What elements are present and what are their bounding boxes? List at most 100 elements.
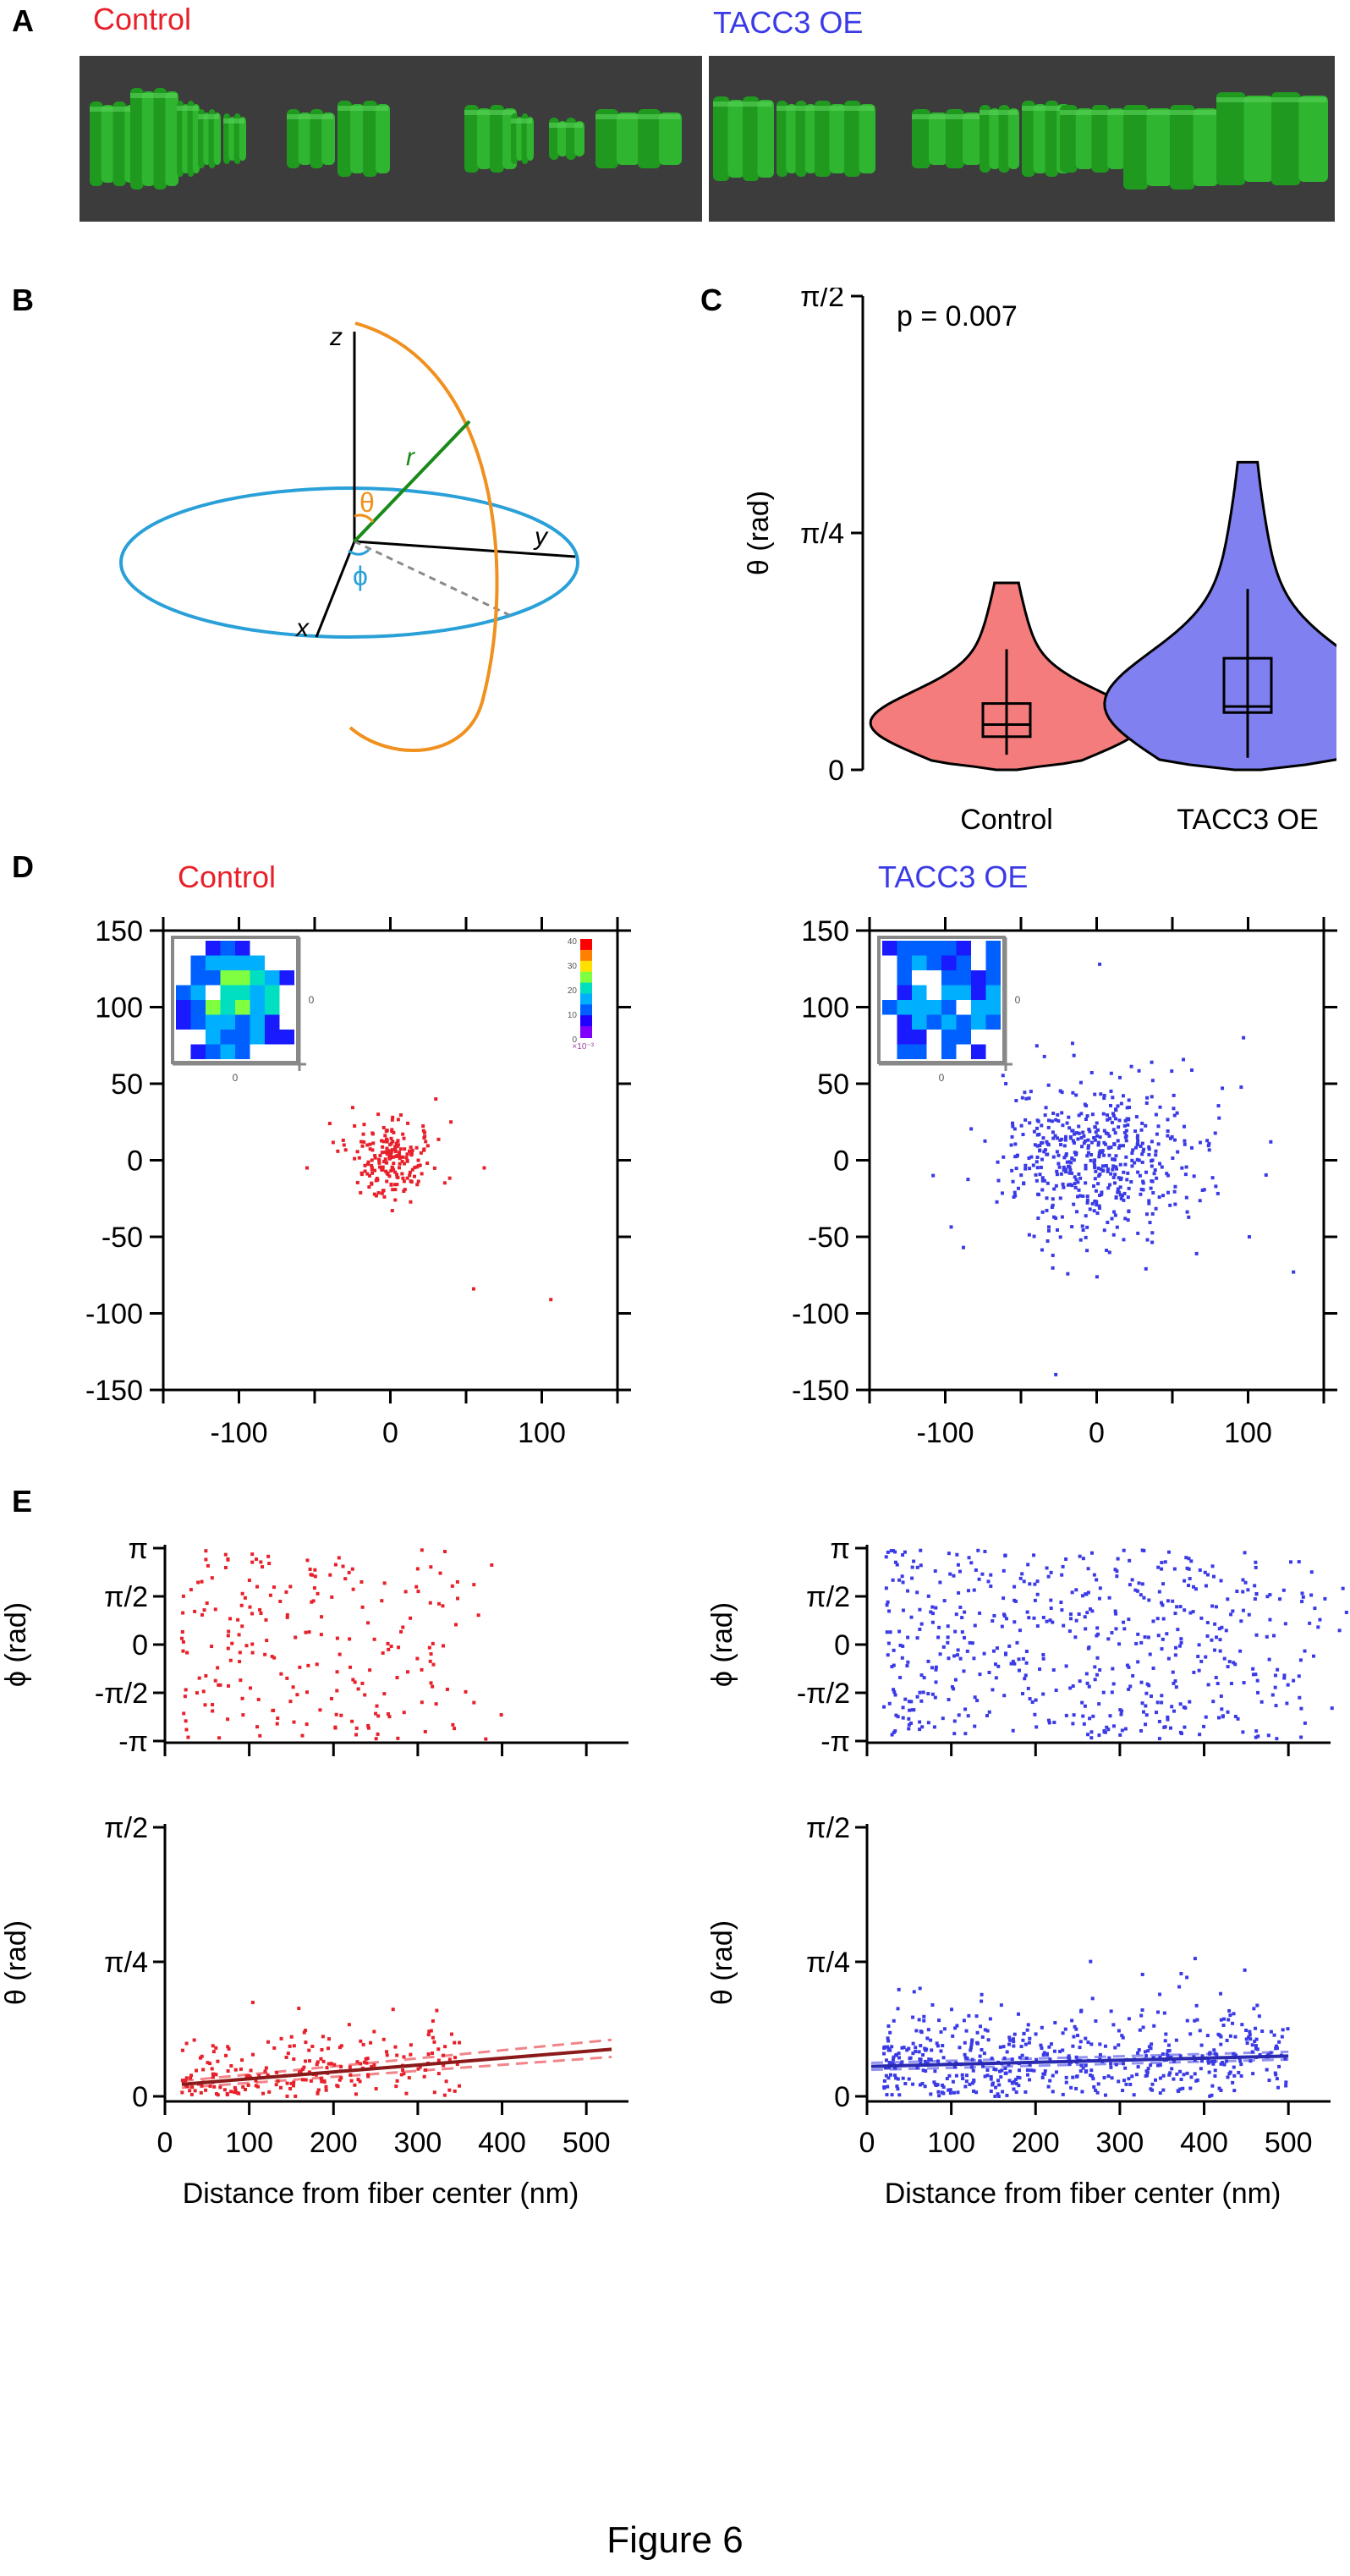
- scatter-point: [1003, 2067, 1007, 2071]
- scatter-point: [1150, 2042, 1154, 2046]
- scatter-point: [952, 1732, 957, 1736]
- scatter-point: [983, 1139, 987, 1143]
- scatter-point: [1248, 2037, 1253, 2041]
- y-tick-label: 0: [132, 2081, 148, 2113]
- scatter-point: [1074, 1152, 1078, 1156]
- scatter-point: [1187, 1584, 1191, 1588]
- scatter-point: [1076, 2034, 1080, 2038]
- scatter-point: [228, 1658, 233, 1662]
- scatter-point: [322, 2079, 327, 2084]
- scatter-point: [1198, 1568, 1202, 1572]
- scatter-point: [1211, 2062, 1216, 2066]
- scatter-point: [963, 2040, 967, 2045]
- scatter-point: [1116, 1139, 1120, 1143]
- scatter-point: [370, 1148, 375, 1152]
- scatter-point: [1098, 1586, 1102, 1590]
- scatter-point: [1076, 1180, 1080, 1184]
- scatter-point: [1084, 1592, 1089, 1596]
- scatter-point: [1185, 2071, 1189, 2075]
- scatter-point: [1113, 1213, 1117, 1217]
- heatmap-cell: [882, 1044, 897, 1059]
- scatter-point: [1219, 1991, 1223, 1996]
- scatter-point: [313, 1574, 317, 1579]
- scatter-point: [918, 2083, 922, 2087]
- scatter-point: [420, 1667, 424, 1672]
- fiber-disc: [203, 113, 211, 165]
- scatter-point: [978, 1672, 982, 1677]
- scatter-point: [1118, 1193, 1122, 1197]
- scatter-point: [321, 2035, 325, 2039]
- scatter-point: [1031, 1163, 1035, 1167]
- scatter-point: [549, 1298, 553, 1302]
- scatter-point: [1232, 2065, 1236, 2069]
- scatter-point: [1229, 1682, 1233, 1686]
- heatmap-cell: [926, 1044, 941, 1059]
- scatter-point: [1166, 1715, 1170, 1719]
- scatter-point: [385, 1151, 389, 1156]
- scatter-point: [1003, 1553, 1007, 1557]
- fiber-segment: [980, 105, 1019, 173]
- scatter-point: [336, 2084, 340, 2089]
- x-tick-label: 200: [310, 2127, 358, 2159]
- scatter-point: [392, 1155, 396, 1159]
- scatter-point: [1023, 2042, 1028, 2046]
- scatter-point: [1035, 1133, 1040, 1137]
- scatter-point: [910, 1565, 914, 1569]
- scatter-point: [1165, 1172, 1169, 1176]
- heatmap-cell: [279, 941, 294, 956]
- scatter-point: [1135, 1589, 1139, 1593]
- y-tick-label: 0: [833, 1145, 849, 1178]
- scatter-point: [1104, 1131, 1108, 1135]
- scatter-point: [1265, 1634, 1269, 1639]
- scatter-point: [1160, 1165, 1164, 1169]
- scatter-point: [348, 1665, 353, 1669]
- scatter-point: [1035, 1156, 1040, 1160]
- scatter-point: [1221, 1086, 1225, 1090]
- scatter-point: [1241, 1608, 1245, 1612]
- fiber-highlight: [815, 106, 874, 111]
- scatter-point: [1232, 1661, 1236, 1665]
- scatter-point: [1098, 1135, 1102, 1140]
- scatter-point: [250, 1642, 255, 1646]
- fiber-disc: [998, 105, 1010, 173]
- scatter-point: [1038, 1143, 1042, 1147]
- scatter-point: [1058, 1235, 1062, 1239]
- scatter-point: [382, 1581, 387, 1585]
- scatter-point: [1052, 1187, 1056, 1191]
- scatter-point: [320, 2047, 324, 2051]
- y-tick-label: 50: [111, 1068, 143, 1101]
- scatter-point: [1042, 2051, 1046, 2055]
- heatmap-zero-label: 0: [233, 1072, 239, 1084]
- scatter-point: [1125, 1663, 1129, 1667]
- scatter-point: [896, 2087, 900, 2091]
- scatter-point: [1166, 1656, 1171, 1661]
- scatter-point: [894, 1713, 898, 1717]
- scatter-point: [1093, 1166, 1097, 1170]
- scatter-point: [225, 2093, 229, 2097]
- heatmap-cell: [279, 970, 294, 986]
- scatter-point: [893, 1560, 897, 1564]
- scatter-point: [1089, 1959, 1093, 1964]
- scatter-point: [1002, 1568, 1006, 1573]
- x-tick-label: 500: [562, 2127, 611, 2159]
- scatter-point: [1072, 1141, 1076, 1145]
- scatter-point: [360, 1605, 365, 1609]
- scatter-point: [1130, 1578, 1134, 1582]
- scatter-point: [985, 2073, 990, 2078]
- scatter-point: [902, 2046, 906, 2050]
- heatmap-cell: [250, 941, 265, 956]
- scatter-point: [249, 2068, 253, 2073]
- scatter-point: [1258, 2052, 1262, 2057]
- scatter-point: [1082, 1722, 1086, 1726]
- scatter-point: [926, 1594, 930, 1598]
- scatter-point: [1210, 1638, 1214, 1642]
- scatter-point: [1007, 1644, 1012, 1648]
- scatter-point: [1084, 1104, 1089, 1108]
- scatter-point: [1160, 1694, 1164, 1698]
- scatter-point: [958, 1569, 962, 1574]
- fiber-disc: [1107, 108, 1125, 169]
- scatter-point: [309, 2079, 313, 2083]
- scatter-point: [1166, 2043, 1171, 2047]
- scatter-point: [1081, 1557, 1085, 1561]
- scatter-point: [1110, 1690, 1114, 1694]
